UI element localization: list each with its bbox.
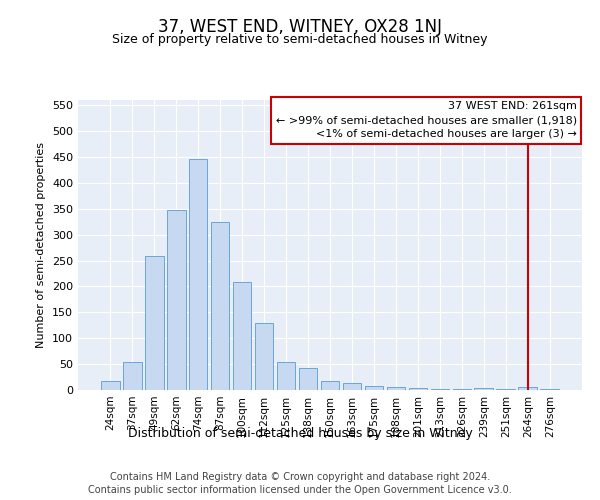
Bar	[277, 362, 295, 390]
Bar	[299, 368, 317, 390]
Text: Size of property relative to semi-detached houses in Witney: Size of property relative to semi-detach…	[112, 32, 488, 46]
Bar	[409, 388, 427, 390]
Bar	[189, 158, 208, 390]
Bar	[365, 386, 383, 390]
Text: Contains public sector information licensed under the Open Government Licence v3: Contains public sector information licen…	[88, 485, 512, 495]
Bar	[145, 256, 164, 390]
Bar	[386, 388, 405, 390]
Bar	[167, 210, 185, 390]
Bar	[320, 380, 340, 390]
Bar	[211, 222, 229, 390]
Text: Distribution of semi-detached houses by size in Witney: Distribution of semi-detached houses by …	[128, 428, 472, 440]
Y-axis label: Number of semi-detached properties: Number of semi-detached properties	[37, 142, 46, 348]
Bar	[343, 383, 361, 390]
Bar	[123, 362, 142, 390]
Bar	[518, 388, 537, 390]
Text: Contains HM Land Registry data © Crown copyright and database right 2024.: Contains HM Land Registry data © Crown c…	[110, 472, 490, 482]
Text: 37 WEST END: 261sqm
← >99% of semi-detached houses are smaller (1,918)
<1% of se: 37 WEST END: 261sqm ← >99% of semi-detac…	[276, 102, 577, 140]
Bar	[101, 380, 119, 390]
Text: 37, WEST END, WITNEY, OX28 1NJ: 37, WEST END, WITNEY, OX28 1NJ	[158, 18, 442, 36]
Bar	[475, 388, 493, 390]
Bar	[233, 282, 251, 390]
Bar	[255, 322, 274, 390]
